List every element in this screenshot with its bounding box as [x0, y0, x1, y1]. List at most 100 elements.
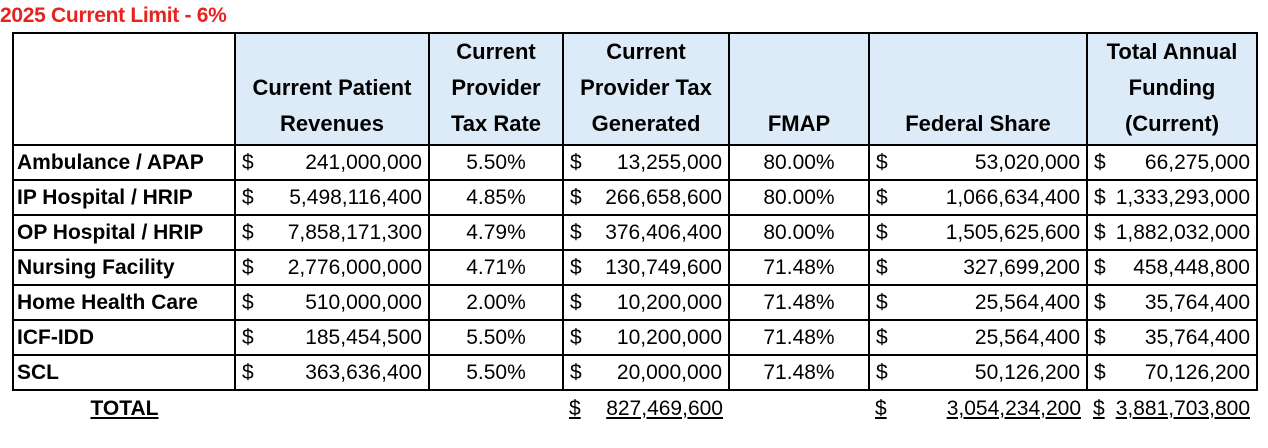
row-label: ICF-IDD: [12, 319, 236, 356]
currency-symbol: $: [570, 150, 582, 174]
cell-value: 5,498,116,400: [289, 185, 422, 209]
cell-revenues: $5,498,116,400: [234, 179, 430, 216]
table-row: Nursing Facility $2,776,000,000 4.71% $130,…: [12, 249, 1258, 286]
cell-value: 1,066,634,400: [945, 185, 1080, 209]
cell-fmap: 80.00%: [728, 179, 870, 216]
currency-symbol: $: [242, 220, 254, 244]
cell-value: 13,255,000: [616, 150, 722, 174]
cell-generated: $10,200,000: [562, 319, 730, 356]
currency-symbol: $: [242, 150, 254, 174]
cell-total: $1,882,032,000: [1086, 214, 1258, 251]
row-label: Home Health Care: [12, 284, 236, 321]
cell-value: 510,000,000: [305, 290, 422, 314]
row-label: Nursing Facility: [12, 249, 236, 286]
total-row: TOTAL $827,469,600 $3,054,234,200 $3,881…: [13, 390, 1257, 428]
cell-value: 185,454,500: [305, 325, 422, 349]
cell-revenues: $363,636,400: [234, 354, 430, 391]
table-row: Home Health Care $510,000,000 2.00% $10,200…: [12, 284, 1258, 321]
row-label: Ambulance / APAP: [12, 144, 236, 181]
cell-revenues: $2,776,000,000: [234, 249, 430, 286]
cell-rate: 5.50%: [428, 319, 564, 356]
currency-symbol: $: [570, 255, 582, 279]
cell-federal: $53,020,000: [868, 144, 1088, 181]
cell-federal: $1,505,625,600: [868, 214, 1088, 251]
cell-federal: $50,126,200: [868, 354, 1088, 391]
currency-symbol: $: [242, 185, 254, 209]
currency-symbol: $: [1094, 220, 1106, 244]
cell-value: 70,126,200: [1144, 360, 1250, 384]
cell-fmap: 71.48%: [728, 354, 870, 391]
total-revenues-empty: [235, 390, 429, 428]
header-fmap: FMAP: [728, 32, 870, 146]
cell-generated: $130,749,600: [562, 249, 730, 286]
header-total-annual-funding: Total Annual Funding (Current): [1086, 32, 1258, 146]
total-federal: $3,054,234,200: [869, 390, 1087, 428]
cell-generated: $266,658,600: [562, 179, 730, 216]
cell-value: 35,764,400: [1144, 290, 1250, 314]
header-row: Current Patient Revenues Current Provider Ta…: [12, 32, 1258, 146]
cell-value: 376,406,400: [605, 220, 722, 244]
currency-symbol: $: [1094, 150, 1106, 174]
cell-total: $70,126,200: [1086, 354, 1258, 391]
currency-symbol: $: [876, 150, 888, 174]
cell-rate: 4.79%: [428, 214, 564, 251]
cell-total: $66,275,000: [1086, 144, 1258, 181]
total-fmap-empty: [729, 390, 869, 428]
cell-value: 1,333,293,000: [1115, 185, 1250, 209]
cell-generated: $376,406,400: [562, 214, 730, 251]
cell-rate: 5.50%: [428, 354, 564, 391]
cell-value: 25,564,400: [974, 290, 1080, 314]
cell-rate: 5.50%: [428, 144, 564, 181]
cell-value: 35,764,400: [1144, 325, 1250, 349]
cell-generated: $13,255,000: [562, 144, 730, 181]
cell-value: 20,000,000: [616, 360, 722, 384]
cell-value: 1,505,625,600: [945, 220, 1080, 244]
cell-generated: $10,200,000: [562, 284, 730, 321]
cell-total: $35,764,400: [1086, 319, 1258, 356]
table-body: Ambulance / APAP $241,000,000 5.50% $13,255…: [12, 144, 1258, 391]
total-federal-value: 3,054,234,200: [946, 397, 1081, 420]
cell-fmap: 71.48%: [728, 284, 870, 321]
provider-tax-table: Current Patient Revenues Current Provider Ta…: [12, 32, 1258, 429]
total-funding-value: 3,881,703,800: [1115, 397, 1250, 420]
currency-symbol: $: [242, 290, 254, 314]
total-funding: $3,881,703,800: [1087, 390, 1257, 428]
blank-header: [12, 32, 236, 146]
total-generated: $827,469,600: [563, 390, 729, 428]
cell-revenues: $241,000,000: [234, 144, 430, 181]
currency-symbol: $: [876, 290, 888, 314]
header-patient-revenues: Current Patient Revenues: [234, 32, 430, 146]
cell-value: 130,749,600: [605, 255, 722, 279]
currency-symbol: $: [569, 397, 581, 420]
currency-symbol: $: [1094, 255, 1106, 279]
currency-symbol: $: [876, 220, 888, 244]
currency-symbol: $: [1094, 185, 1106, 209]
cell-value: 241,000,000: [305, 150, 422, 174]
header-federal-share: Federal Share: [868, 32, 1088, 146]
cell-total: $35,764,400: [1086, 284, 1258, 321]
row-label: OP Hospital / HRIP: [12, 214, 236, 251]
total-generated-value: 827,469,600: [606, 397, 723, 420]
cell-rate: 4.85%: [428, 179, 564, 216]
cell-revenues: $7,858,171,300: [234, 214, 430, 251]
cell-value: 10,200,000: [616, 290, 722, 314]
currency-symbol: $: [570, 325, 582, 349]
row-label: IP Hospital / HRIP: [12, 179, 236, 216]
cell-value: 66,275,000: [1144, 150, 1250, 174]
header-provider-tax-rate: Current Provider Tax Rate: [428, 32, 564, 146]
currency-symbol: $: [242, 360, 254, 384]
cell-fmap: 80.00%: [728, 214, 870, 251]
currency-symbol: $: [1094, 325, 1106, 349]
cell-federal: $25,564,400: [868, 319, 1088, 356]
table-row: ICF-IDD $185,454,500 5.50% $10,200,000 71.48…: [12, 319, 1258, 356]
currency-symbol: $: [876, 360, 888, 384]
currency-symbol: $: [876, 255, 888, 279]
cell-value: 25,564,400: [974, 325, 1080, 349]
sheet-title: 2025 Current Limit - 6%: [0, 4, 227, 27]
cell-value: 458,448,800: [1133, 255, 1250, 279]
currency-symbol: $: [1094, 290, 1106, 314]
currency-symbol: $: [570, 360, 582, 384]
table-row: Ambulance / APAP $241,000,000 5.50% $13,255…: [12, 144, 1258, 181]
cell-value: 266,658,600: [605, 185, 722, 209]
cell-value: 327,699,200: [963, 255, 1080, 279]
